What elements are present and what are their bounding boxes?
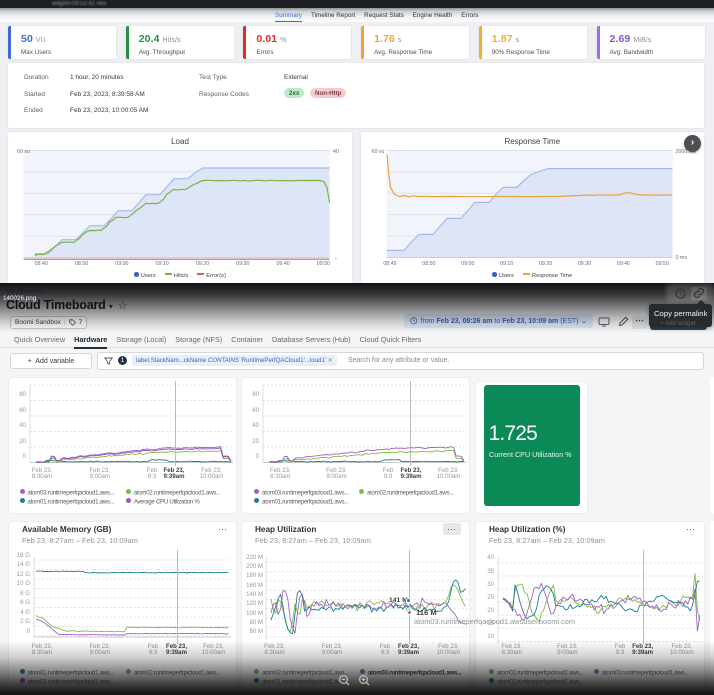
svg-text:?: ?: [679, 291, 683, 298]
